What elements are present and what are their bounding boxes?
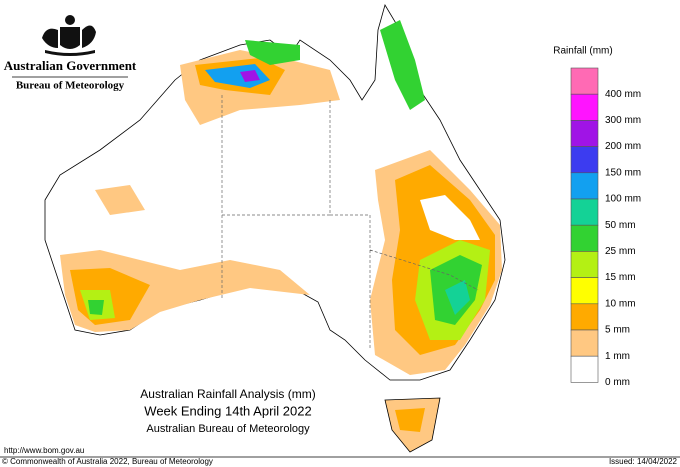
footer-url: http://www.bom.gov.au <box>4 446 84 455</box>
legend-label: 15 mm <box>605 272 636 283</box>
legend-label: 5 mm <box>605 325 630 336</box>
legend-label: 300 mm <box>605 115 641 126</box>
coat-of-arms <box>42 15 96 56</box>
legend-swatch <box>570 172 599 200</box>
legend-swatch <box>570 329 599 357</box>
footer-copyright: © Commonwealth of Australia 2022, Bureau… <box>2 457 213 466</box>
legend-swatch <box>570 67 599 95</box>
legend-swatch <box>570 224 599 252</box>
legend: 400 mm 300 mm 200 mm 150 mm 100 mm 50 mm 25 mm… <box>570 67 641 388</box>
legend-label: 400 mm <box>605 89 641 100</box>
legend-label: 50 mm <box>605 220 636 231</box>
legend-label: 10 mm <box>605 298 636 309</box>
legend-label: 150 mm <box>605 167 641 178</box>
legend-label: 100 mm <box>605 194 641 205</box>
bureau-name: Bureau of Meteorology <box>16 80 125 92</box>
legend-label: 0 mm <box>605 377 630 388</box>
legend-swatch <box>570 303 599 331</box>
map-source: Australian Bureau of Meteorology <box>146 423 310 435</box>
legend-swatch <box>570 251 599 278</box>
government-name: Australian Government <box>4 58 137 73</box>
legend-swatch <box>570 146 599 174</box>
legend-swatch <box>570 277 599 305</box>
legend-label: 200 mm <box>605 141 641 152</box>
legend-swatch <box>570 93 599 121</box>
legend-swatch <box>570 120 599 147</box>
legend-swatch <box>570 355 599 383</box>
legend-swatch <box>570 198 599 226</box>
map-subtitle: Week Ending 14th April 2022 <box>144 403 311 418</box>
legend-label: 25 mm <box>605 246 636 257</box>
footer-issued: Issued: 14/04/2022 <box>609 457 678 466</box>
legend-title: Rainfall (mm) <box>553 46 612 57</box>
legend-label: 1 mm <box>605 351 630 362</box>
australia-map <box>44 3 506 453</box>
map-title: Australian Rainfall Analysis (mm) <box>140 387 315 401</box>
